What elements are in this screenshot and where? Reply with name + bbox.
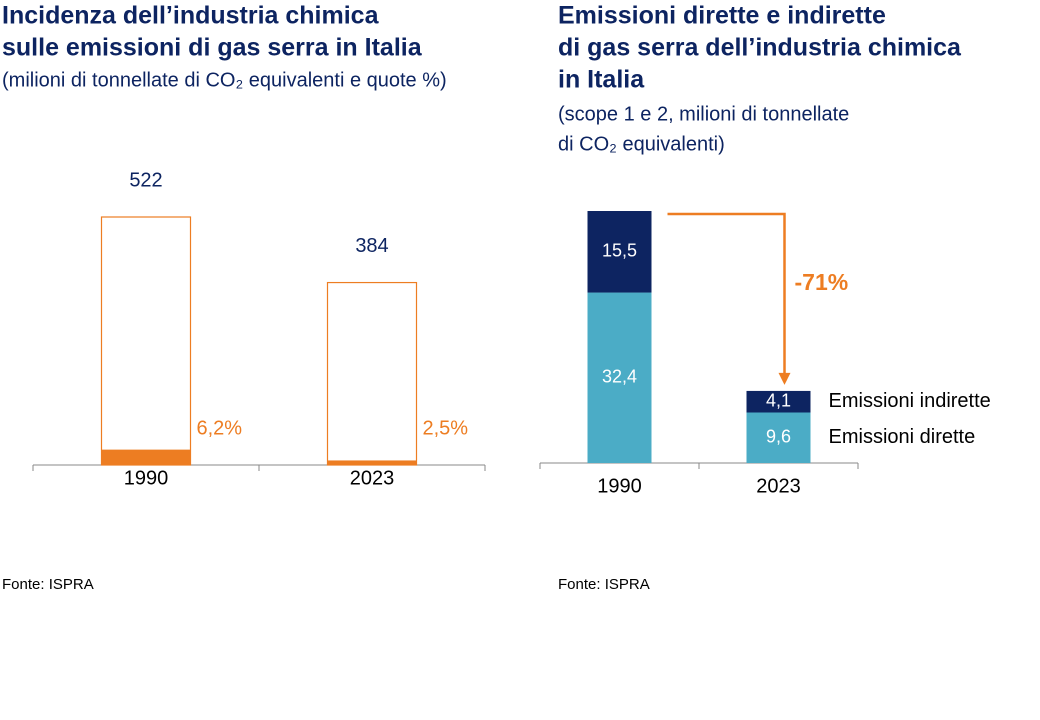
x-tick-label: 2023 [756, 475, 801, 497]
chart-title: Emissioni dirette e indirette [558, 2, 886, 30]
chart-title: sulle emissioni di gas serra in Italia [2, 34, 423, 62]
share-bar [327, 460, 417, 465]
value-label: 32,4 [602, 367, 637, 387]
share-label: 6,2% [197, 417, 243, 439]
bar [326, 281, 418, 466]
bar-segment [746, 390, 811, 413]
source: Fonte: ISPRA [558, 576, 650, 593]
source: Fonte: ISPRA [2, 576, 94, 593]
bar-segment [587, 292, 652, 463]
x-tick-label: 1990 [124, 467, 169, 489]
x-tick-label: 2023 [350, 467, 395, 489]
value-label: 15,5 [602, 241, 637, 261]
value-label: 522 [129, 169, 162, 191]
value-label: 4,1 [766, 390, 791, 410]
share-bar [101, 449, 191, 465]
value-label: 384 [355, 235, 388, 257]
annotation-arrow [667, 212, 786, 375]
chart-subtitle: di CO₂ equivalenti) [558, 133, 725, 155]
value-label: 9,6 [766, 426, 791, 446]
x-tick-label: 1990 [597, 475, 642, 497]
legend-label: Emissioni indirette [829, 390, 991, 412]
chart-title: di gas serra dell’industria chimica [558, 34, 962, 62]
legend-label: Emissioni dirette [829, 426, 976, 448]
chart-subtitle: (scope 1 e 2, milioni di tonnellate [558, 103, 849, 125]
chart-subtitle: (milioni di tonnellate di CO₂ equivalent… [2, 69, 447, 91]
chart-title: Incidenza dell’industria chimica [2, 2, 380, 30]
share-label: 2,5% [423, 417, 469, 439]
annotation: -71% [795, 269, 849, 295]
bar [100, 216, 192, 466]
bar-segment [746, 412, 811, 463]
arrow-head [778, 372, 791, 385]
chart-title: in Italia [558, 66, 645, 94]
bar-segment [587, 211, 652, 293]
